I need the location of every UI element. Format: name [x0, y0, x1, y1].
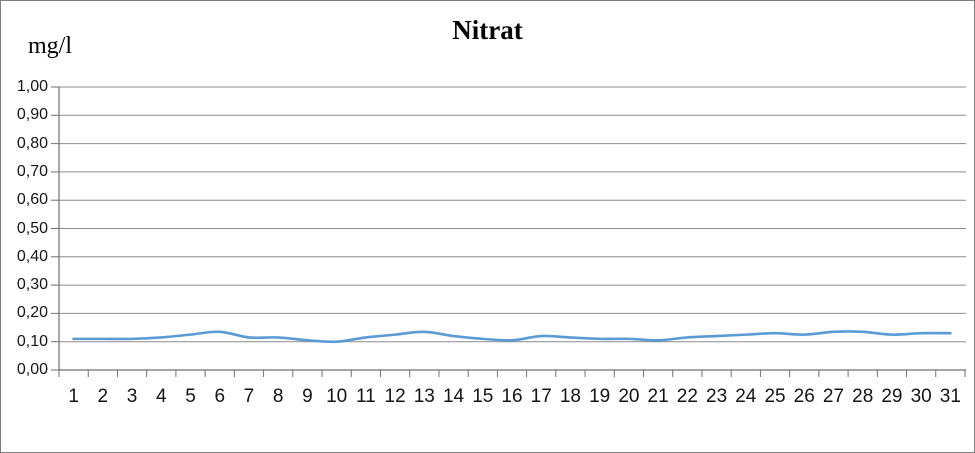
x-tick-label: 2 [97, 386, 109, 407]
x-tick-label: 3 [126, 386, 138, 407]
x-tick-label: 6 [214, 386, 226, 407]
x-tick-label: 31 [939, 386, 961, 407]
x-tick-label: 12 [384, 386, 406, 407]
y-tick-label: 0,00 [16, 361, 48, 378]
y-tick-label: 0,40 [16, 247, 48, 265]
x-tick-label: 16 [501, 386, 523, 407]
y-tick-label: 0,60 [16, 191, 48, 209]
x-tick-label: 20 [618, 386, 640, 407]
x-tick-label: 22 [676, 386, 698, 407]
x-tick-label: 30 [910, 386, 932, 407]
y-tick-label: 0,30 [16, 276, 48, 294]
y-tick-label: 0,50 [16, 219, 48, 237]
x-tick-label: 25 [764, 386, 786, 407]
x-tick-label: 1 [68, 386, 79, 407]
x-tick-label: 21 [647, 386, 669, 407]
x-tick-label: 9 [302, 386, 313, 407]
x-tick-label: 19 [589, 386, 611, 407]
x-tick-label: 18 [559, 386, 581, 407]
y-tick-label: 0,10 [16, 332, 48, 350]
x-tick-label: 29 [881, 386, 903, 407]
y-tick-label: 0,70 [16, 162, 48, 180]
x-tick-label: 27 [822, 386, 845, 407]
x-tick-label: 24 [735, 386, 757, 407]
y-tick-label: 0,20 [16, 304, 48, 322]
x-tick-label: 26 [793, 386, 815, 407]
x-tick-label: 28 [852, 386, 874, 407]
x-tick-label: 4 [155, 386, 167, 407]
data-series-line [72, 330, 952, 344]
y-tick-label: 0,90 [16, 106, 48, 124]
chart-title: Nitrat [452, 15, 523, 45]
x-tick-label: 23 [706, 386, 728, 407]
x-tick-label: 5 [185, 386, 196, 407]
y-axis-unit-label: mg/l [28, 33, 73, 59]
x-tick-label: 14 [442, 386, 465, 407]
x-tick-label: 15 [472, 386, 494, 407]
x-tick-label: 7 [243, 386, 255, 407]
x-tick-label: 11 [355, 386, 376, 407]
x-tick-label: 17 [530, 386, 552, 407]
x-tick-label: 10 [326, 386, 348, 407]
y-tick-label: 1,00 [16, 78, 48, 95]
y-tick-label: 0,80 [16, 134, 48, 152]
x-tick-label: 8 [272, 386, 284, 407]
x-tick-label: 13 [413, 386, 435, 407]
